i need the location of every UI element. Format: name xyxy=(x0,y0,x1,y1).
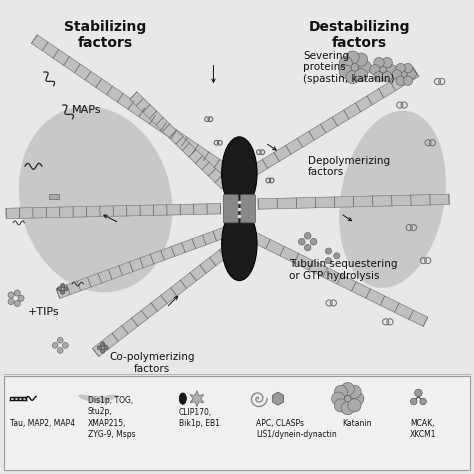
Circle shape xyxy=(386,64,396,75)
Text: CLIP170,
Bik1p, EB1: CLIP170, Bik1p, EB1 xyxy=(179,409,220,428)
Text: Severing
proteins
(spastin, katanin): Severing proteins (spastin, katanin) xyxy=(303,51,394,84)
Circle shape xyxy=(415,389,422,397)
Circle shape xyxy=(396,76,405,85)
Circle shape xyxy=(63,343,68,348)
Text: Depolymerizing
factors: Depolymerizing factors xyxy=(308,155,390,177)
Circle shape xyxy=(8,299,14,305)
Circle shape xyxy=(358,61,372,74)
Ellipse shape xyxy=(222,137,257,210)
Circle shape xyxy=(14,301,20,307)
FancyBboxPatch shape xyxy=(48,194,59,199)
Text: +TIPs: +TIPs xyxy=(27,308,59,318)
Circle shape xyxy=(346,51,359,64)
FancyArrow shape xyxy=(56,228,227,299)
Circle shape xyxy=(396,64,405,73)
Circle shape xyxy=(8,292,14,298)
Text: Dis1p, TOG,
Stu2p,
XMAP215,
ZYG-9, Msps: Dis1p, TOG, Stu2p, XMAP215, ZYG-9, Msps xyxy=(88,396,135,438)
Circle shape xyxy=(310,238,317,245)
Circle shape xyxy=(326,257,331,264)
Circle shape xyxy=(61,283,65,288)
Circle shape xyxy=(341,383,355,396)
Text: Co-polymerizing
factors: Co-polymerizing factors xyxy=(109,353,195,374)
Circle shape xyxy=(57,337,63,343)
Ellipse shape xyxy=(179,393,186,404)
Circle shape xyxy=(304,245,311,251)
Ellipse shape xyxy=(78,394,101,403)
Circle shape xyxy=(334,399,347,412)
Circle shape xyxy=(407,70,416,79)
Ellipse shape xyxy=(222,208,257,281)
Circle shape xyxy=(18,295,24,301)
Text: MCAK,
XKCM1: MCAK, XKCM1 xyxy=(410,419,437,438)
Circle shape xyxy=(304,232,311,239)
Circle shape xyxy=(355,69,368,82)
Circle shape xyxy=(346,71,359,84)
Circle shape xyxy=(403,64,413,73)
Circle shape xyxy=(380,66,386,73)
Circle shape xyxy=(392,70,402,79)
Ellipse shape xyxy=(86,396,110,401)
Circle shape xyxy=(61,290,65,294)
Text: Tubulin sequestering
or GTP hydrolysis: Tubulin sequestering or GTP hydrolysis xyxy=(289,259,397,281)
Circle shape xyxy=(299,238,305,245)
FancyArrow shape xyxy=(258,194,449,209)
Circle shape xyxy=(14,290,20,296)
Circle shape xyxy=(100,342,105,346)
Circle shape xyxy=(339,65,352,78)
Circle shape xyxy=(345,395,351,402)
Circle shape xyxy=(420,398,427,405)
Circle shape xyxy=(410,398,417,405)
Ellipse shape xyxy=(339,110,446,288)
FancyBboxPatch shape xyxy=(240,195,255,223)
Circle shape xyxy=(401,72,407,77)
Circle shape xyxy=(348,385,361,399)
Circle shape xyxy=(351,392,364,405)
Text: Destabilizing
factors: Destabilizing factors xyxy=(309,20,410,50)
Circle shape xyxy=(57,287,62,291)
Text: Stabilizing
factors: Stabilizing factors xyxy=(64,20,146,50)
Circle shape xyxy=(97,346,101,350)
Ellipse shape xyxy=(95,394,118,403)
Text: MAPs: MAPs xyxy=(72,105,101,115)
FancyArrow shape xyxy=(6,203,220,219)
FancyArrow shape xyxy=(130,92,229,189)
FancyArrow shape xyxy=(92,242,236,356)
FancyArrow shape xyxy=(251,68,419,175)
FancyBboxPatch shape xyxy=(4,376,470,470)
Circle shape xyxy=(57,347,63,353)
Ellipse shape xyxy=(19,106,173,292)
Circle shape xyxy=(341,401,355,415)
Circle shape xyxy=(374,72,384,82)
Circle shape xyxy=(348,399,361,412)
Circle shape xyxy=(52,343,58,348)
Circle shape xyxy=(339,56,352,70)
Text: Katanin: Katanin xyxy=(342,419,372,428)
Circle shape xyxy=(351,64,358,71)
FancyArrow shape xyxy=(31,35,230,175)
Circle shape xyxy=(326,248,331,254)
Circle shape xyxy=(370,64,380,75)
Circle shape xyxy=(332,392,345,405)
Circle shape xyxy=(334,385,347,399)
FancyArrow shape xyxy=(251,232,428,327)
Text: Tau, MAP2, MAP4: Tau, MAP2, MAP4 xyxy=(10,419,75,428)
Circle shape xyxy=(355,53,368,66)
Circle shape xyxy=(403,76,413,85)
Circle shape xyxy=(374,57,384,68)
Polygon shape xyxy=(272,392,284,405)
Circle shape xyxy=(104,346,108,350)
Circle shape xyxy=(334,253,340,259)
Circle shape xyxy=(382,72,392,82)
Circle shape xyxy=(64,287,68,291)
FancyBboxPatch shape xyxy=(223,195,238,223)
Text: APC, CLASPs
LIS1/dynein-dynactin: APC, CLASPs LIS1/dynein-dynactin xyxy=(256,419,337,438)
Circle shape xyxy=(382,57,392,68)
Polygon shape xyxy=(190,391,204,407)
Circle shape xyxy=(100,349,105,353)
